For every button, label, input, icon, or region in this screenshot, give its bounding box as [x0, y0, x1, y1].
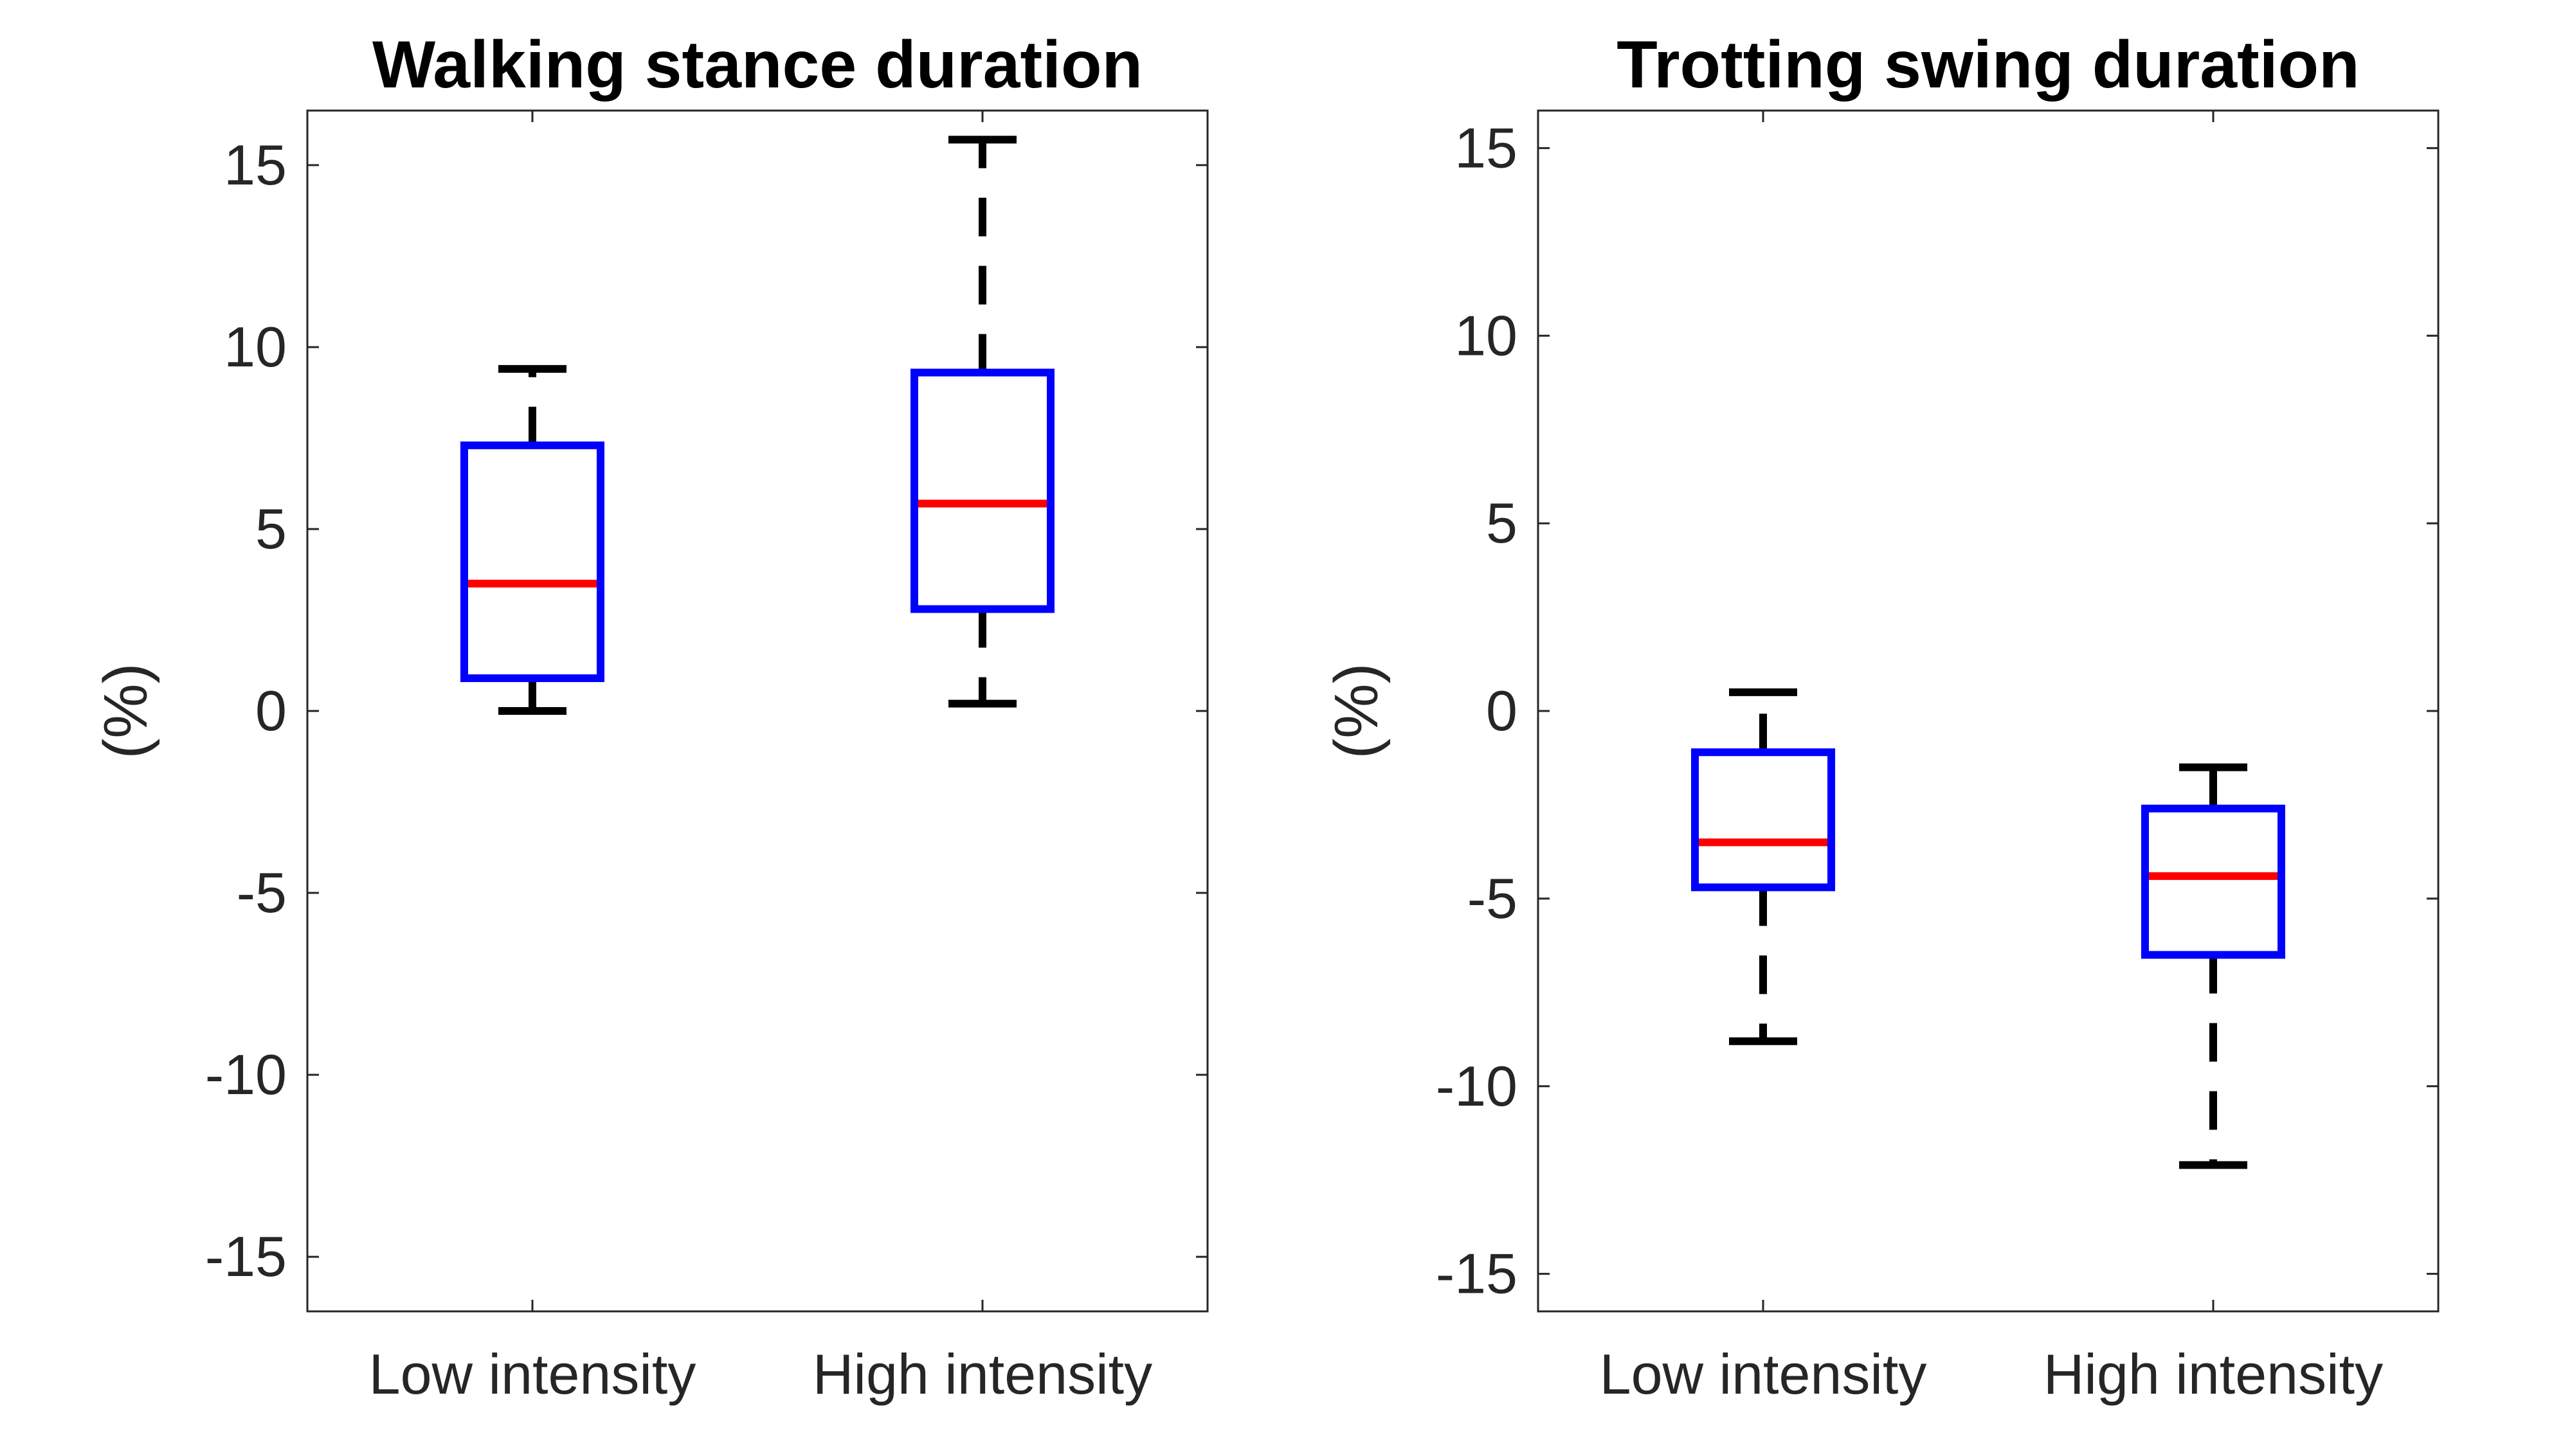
y-tick-label: 0 [1486, 679, 1517, 742]
y-tick-label: -15 [1436, 1242, 1517, 1306]
y-tick-label: 15 [224, 133, 287, 197]
y-tick-label: 5 [1486, 491, 1517, 555]
chart-panel-1: Walking stance duration (%) 15 10 5 0 -5 -10 -15… [91, 28, 1209, 1406]
y-axis-label: (%) [1322, 663, 1391, 759]
box-2 [910, 136, 1055, 708]
interquartile-box [460, 441, 604, 683]
y-tick-label: 10 [1454, 303, 1517, 367]
y-tick-label: 10 [224, 315, 287, 379]
x-tick-label: Low intensity [1600, 1342, 1927, 1406]
interquartile-box [2141, 804, 2285, 959]
box-1 [1691, 688, 1835, 1045]
y-tick-label: -5 [1467, 867, 1517, 930]
x-tick-label: High intensity [813, 1342, 1152, 1406]
interquartile-box [910, 368, 1055, 613]
y-tick-label: -10 [1436, 1054, 1517, 1118]
y-tick-label: -10 [205, 1043, 287, 1106]
x-tick-label: High intensity [2043, 1342, 2383, 1406]
y-tick-label: 0 [255, 679, 287, 742]
box-2 [2141, 763, 2285, 1169]
chart-title: Walking stance duration [372, 28, 1143, 102]
y-tick-label: 5 [255, 497, 287, 561]
chart-title: Trotting swing duration [1617, 28, 2359, 102]
plot-area-frame [1537, 109, 2440, 1313]
y-tick-label: -5 [237, 861, 287, 924]
plot-area-frame [306, 109, 1209, 1313]
interquartile-box [1691, 748, 1835, 892]
x-tick-label: Low intensity [369, 1342, 696, 1406]
y-tick-label: 15 [1454, 116, 1517, 179]
chart-panel-2: Trotting swing duration (%) 15 10 5 0 -5 -10 -15… [1322, 28, 2440, 1406]
y-tick-label: -15 [205, 1225, 287, 1288]
y-axis-label: (%) [91, 663, 160, 759]
box-1 [460, 364, 604, 715]
